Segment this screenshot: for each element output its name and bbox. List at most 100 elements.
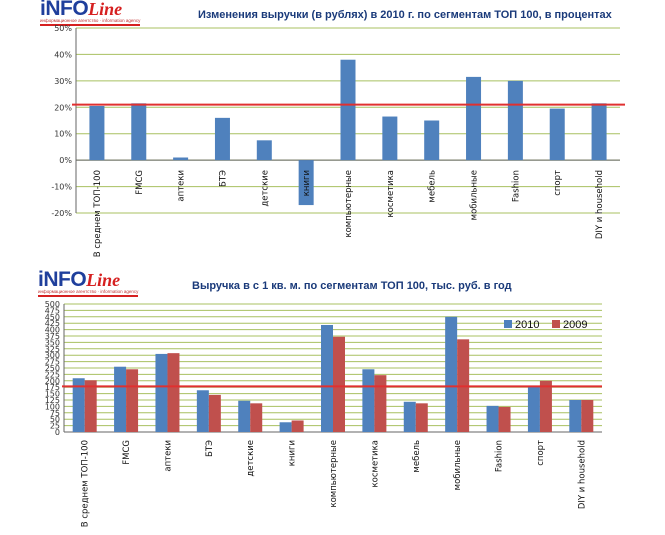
y-tick-label: 200 [45,377,60,386]
bar-value-12 [591,103,607,161]
y-tick-label: 30% [54,77,72,86]
category-label: FMCG [135,170,145,195]
chart1-svg: -20% -10% 0% 10% 20% 30% 40% 50% В среднем ТОП-1… [51,24,625,257]
chart1-title: Изменения выручки (в рублях) в 2010 г. п… [198,9,612,21]
category-label: компьютерные [329,440,339,508]
y-tick-label: 450 [45,313,60,322]
bar-2010-2 [155,353,168,432]
bar-value-8 [424,120,440,161]
category-label: В среднем ТОП-100 [81,440,91,527]
y-tick-label: 375 [45,332,60,341]
logo-underline-bottom [38,295,138,297]
category-label: детские [260,170,270,207]
category-label: косметика [370,440,380,487]
logo-underline-top [40,24,140,26]
logo-brand-info: iNFO [38,268,87,291]
bar-2010-10 [486,405,499,432]
category-label: В среднем ТОП-100 [93,170,103,257]
bar-value-3 [214,117,230,161]
bar-2010-12 [569,400,582,432]
category-label: детские [246,440,256,477]
bar-value-10 [507,80,523,161]
bar-2010-0 [72,378,85,432]
bar-value-11 [549,108,565,161]
bar-2009-10 [498,406,511,432]
category-label: компьютерные [344,170,354,238]
legend-label-2009: 2009 [563,319,587,331]
category-label: мебель [412,440,422,473]
category-label: FMCG [122,440,132,465]
category-label: БТЭ [218,170,228,187]
y-tick-label: 400 [45,326,60,335]
bar-2009-6 [333,336,345,432]
y-tick-label: 225 [45,370,60,379]
y-tick-label: -20% [51,209,72,218]
infoline-logo-bottom: iNFOLine информационное агентство · info… [38,268,138,294]
bar-2010-5 [279,422,292,432]
bar-value-7 [382,116,398,161]
category-label: Fashion [495,440,505,472]
y-tick-label: 75 [50,409,60,418]
y-tick-label: 125 [45,396,60,405]
y-tick-label: 500 [45,300,60,309]
bar-2009-7 [374,375,387,432]
bar-2010-8 [403,401,416,432]
logo-brand-line: Line [88,0,123,19]
bar-value-5 [298,160,314,206]
category-label: спорт [536,440,546,466]
bar-2010-4 [238,400,251,432]
bar-2009-5 [291,420,304,432]
bar-2010-6 [321,324,333,432]
category-label: мобильные [453,440,463,490]
y-tick-label: 300 [45,351,60,360]
bar-value-6 [340,59,356,161]
bar-2009-12 [581,400,594,432]
y-tick-label: 325 [45,345,60,354]
bar-2009-11 [539,380,552,432]
bar-value-0 [89,105,105,161]
logo-tagline: информационное агентство · information a… [40,18,141,23]
bar-value-4 [256,140,272,161]
y-tick-label: 25 [50,422,60,431]
bar-value-1 [131,103,147,161]
category-label: спорт [553,170,563,196]
category-label: косметика [386,170,396,217]
category-label: аптеки [177,170,187,202]
y-tick-label: 40% [54,50,72,59]
category-label: DIY и household [595,170,605,239]
legend-swatch-2010 [504,320,512,328]
y-tick-label: 275 [45,358,60,367]
logo-brand-info: iNFO [40,0,89,20]
y-tick-label: 10% [54,130,72,139]
y-tick-label: 20% [54,103,72,112]
category-label: мебель [428,170,438,203]
legend-swatch-2009 [552,320,560,328]
bar-value-2 [173,157,189,161]
bar-2009-2 [167,353,180,432]
category-label: книги [288,440,298,466]
y-tick-label: 475 [45,306,60,315]
category-label: мобильные [470,170,480,220]
bar-2009-0 [84,380,97,432]
y-tick-label: 100 [45,402,60,411]
bar-2010-3 [196,390,209,432]
bar-2010-7 [362,369,375,432]
bar-2009-1 [126,369,139,432]
y-tick-label: 425 [45,319,60,328]
y-tick-label: -10% [51,183,72,192]
bar-2010-11 [527,386,540,432]
bar-2009-8 [415,403,428,432]
y-tick-label: 350 [45,338,60,347]
y-tick-label: 175 [45,383,60,392]
category-label: Fashion [511,170,521,202]
category-label: DIY и household [577,440,587,509]
logo-brand-line: Line [86,270,121,290]
bar-value-9 [466,76,482,161]
legend-label-2010: 2010 [515,319,539,331]
logo-tagline: информационное агентство · information a… [38,289,139,294]
y-tick-label: 50 [50,415,60,424]
bar-2010-1 [114,366,127,432]
y-tick-label: 50% [54,24,72,33]
y-tick-label: 0 [55,428,60,437]
